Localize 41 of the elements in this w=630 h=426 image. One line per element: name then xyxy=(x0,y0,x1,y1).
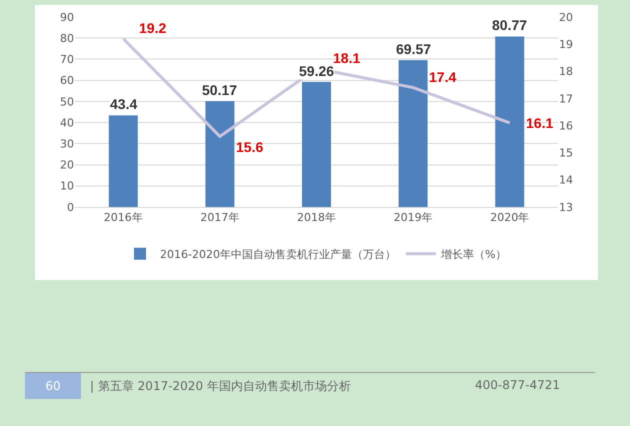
bar xyxy=(205,101,234,207)
data-label: 80.77 xyxy=(492,17,528,33)
text: 400-877-4721 xyxy=(475,378,560,392)
text: | 第五章 2017-2020 年国内自动售卖机市场分析 xyxy=(90,378,351,395)
legend-label: 2016-2020年中国自动售卖机行业产量（万台） xyxy=(160,248,396,262)
x-tick-label: 2019年 xyxy=(394,211,433,224)
bar xyxy=(398,60,428,207)
data-label: 17.4 xyxy=(429,69,456,85)
y-tick-label: 80 xyxy=(60,32,74,45)
y-tick-label: 20 xyxy=(60,158,74,172)
data-label: 50.17 xyxy=(202,82,238,98)
y2-tick-label: 13 xyxy=(559,200,573,214)
y2-tick-label: 17 xyxy=(559,92,573,106)
data-label: 18.1 xyxy=(333,50,360,66)
x-tick-label: 2020年 xyxy=(490,211,530,224)
data-label: 43.4 xyxy=(110,96,138,112)
data-label: 15.6 xyxy=(236,139,264,155)
y2-tick-label: 14 xyxy=(559,174,573,187)
bar xyxy=(495,36,524,207)
y-tick-label: 0 xyxy=(67,200,74,214)
x-tick-label: 2017年 xyxy=(200,211,240,224)
bar xyxy=(108,115,138,207)
y2-tick-label: 15 xyxy=(559,146,573,160)
x-tick-label: 2018年 xyxy=(297,211,336,224)
x-tick-label: 2016年 xyxy=(104,211,143,224)
y-tick-label: 50 xyxy=(60,95,74,108)
y-tick-label: 60 xyxy=(60,74,74,88)
y2-tick-label: 18 xyxy=(559,65,573,78)
data-label: 19.2 xyxy=(139,20,166,36)
y-tick-label: 90 xyxy=(60,10,74,24)
y2-tick-label: 20 xyxy=(559,10,573,24)
data-label: 69.57 xyxy=(396,41,432,57)
data-label: 16.1 xyxy=(526,115,554,131)
legend-label: 增长率（%） xyxy=(440,248,506,262)
y-tick-label: 40 xyxy=(60,116,74,130)
y-tick-label: 10 xyxy=(60,180,74,193)
y-tick-label: 70 xyxy=(60,53,74,66)
y2-tick-label: 16 xyxy=(559,119,573,132)
bar xyxy=(302,82,331,207)
y2-tick-label: 19 xyxy=(559,38,573,51)
y-tick-label: 30 xyxy=(60,138,74,151)
